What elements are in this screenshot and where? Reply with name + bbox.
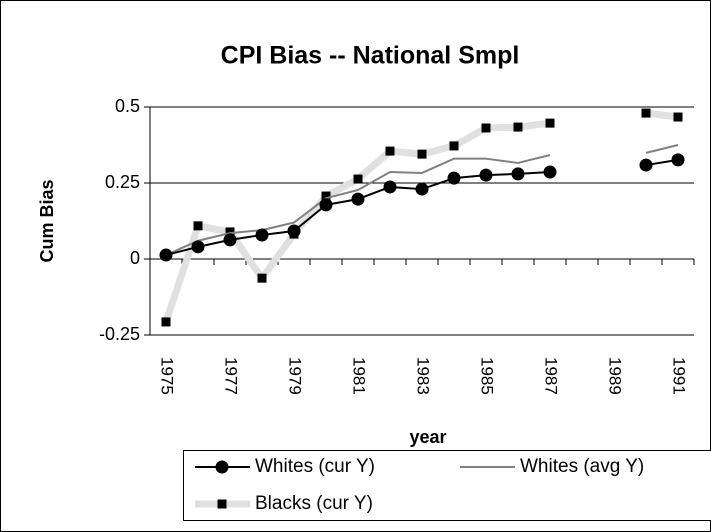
marker <box>225 227 235 237</box>
marker <box>385 146 395 156</box>
legend-label: Whites (cur Y) <box>255 456 375 477</box>
marker <box>545 118 555 128</box>
marker <box>417 149 427 159</box>
marker <box>383 180 397 194</box>
legend-label: Whites (avg Y) <box>520 456 644 477</box>
x-tick-label: 1981 <box>350 357 369 395</box>
x-tick-label: 1977 <box>222 357 241 395</box>
marker <box>543 165 557 179</box>
y-axis-label: Cum Bias <box>37 179 57 262</box>
marker <box>513 122 523 132</box>
marker <box>671 153 685 167</box>
marker <box>223 233 237 247</box>
series-line <box>165 144 679 256</box>
legend: Whites (cur Y) Whites (avg Y) Blacks (cur … <box>183 450 711 521</box>
marker <box>351 192 365 206</box>
marker <box>447 171 461 185</box>
marker <box>159 248 173 262</box>
marker <box>511 167 525 181</box>
marker <box>193 221 203 231</box>
marker <box>639 158 653 172</box>
marker <box>255 228 269 242</box>
marker <box>479 168 493 182</box>
y-tick-label: -0.25 <box>99 324 140 344</box>
marker <box>353 174 363 184</box>
x-tick-label: 1991 <box>670 357 689 395</box>
marker <box>673 112 683 122</box>
legend-box <box>183 450 711 521</box>
x-axis-label: year <box>409 427 446 447</box>
chart-title: CPI Bias -- National Smpl <box>221 42 520 70</box>
marker <box>161 317 171 327</box>
x-tick-label: 1989 <box>606 357 625 395</box>
marker <box>217 499 227 509</box>
marker <box>449 141 459 151</box>
marker <box>641 108 651 118</box>
x-tick-label: 1979 <box>286 357 305 395</box>
marker <box>287 224 301 238</box>
y-tick-label: 0 <box>130 248 140 268</box>
marker <box>215 460 229 474</box>
marker <box>191 240 205 254</box>
y-tick-label: 0.25 <box>105 172 140 192</box>
y-tick-label: 0.5 <box>115 96 140 116</box>
x-tick-label: 1975 <box>158 357 177 395</box>
x-tick-label: 1985 <box>478 357 497 395</box>
marker <box>257 273 267 283</box>
marker <box>321 191 331 201</box>
marker <box>319 198 333 212</box>
marker <box>481 123 491 133</box>
legend-label: Blacks (cur Y) <box>255 493 373 514</box>
x-tick-label: 1983 <box>414 357 433 395</box>
marker <box>415 182 429 196</box>
x-tick-label: 1987 <box>542 357 561 395</box>
